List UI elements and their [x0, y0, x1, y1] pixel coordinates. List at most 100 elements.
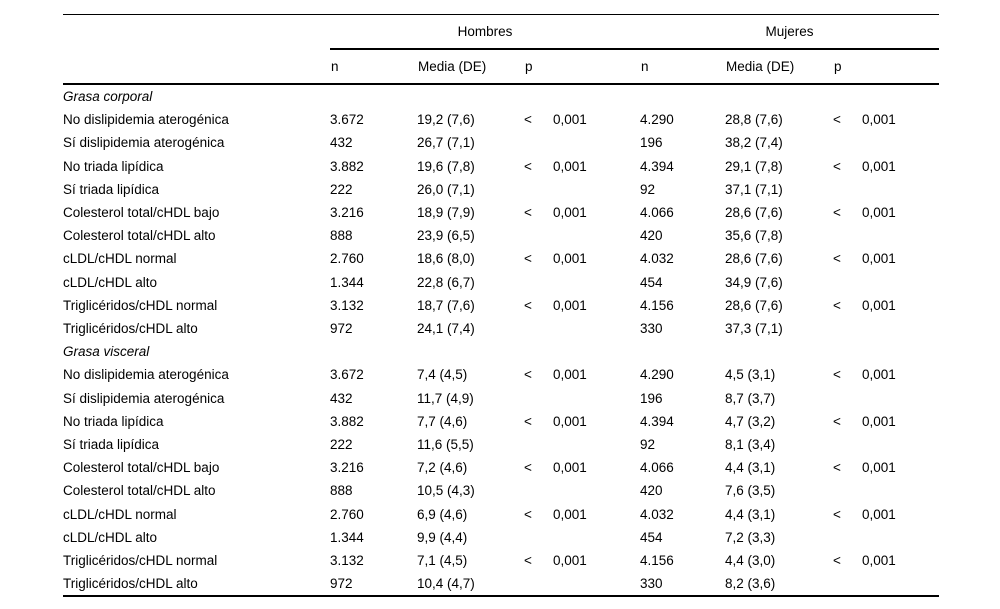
p-value: 0,001	[553, 297, 587, 313]
hombres-n-cell: 3.672	[330, 112, 364, 128]
p-value: 0,001	[553, 251, 587, 267]
hombres-media-cell: 11,6 (5,5)	[417, 437, 474, 453]
p-less-than-sign: <	[524, 297, 532, 313]
table-row: Sí triada lipídica 222 26,0 (7,1) 92 37,1 (7…	[63, 178, 939, 201]
mujeres-media-cell: 37,1 (7,1)	[725, 181, 783, 197]
hombres-p-cell: <0,001	[524, 108, 640, 131]
p-less-than-sign: <	[833, 112, 841, 128]
mujeres-n-cell: 4.066	[640, 205, 674, 221]
p-less-than-sign: <	[524, 460, 532, 476]
table-row: Triglicéridos/cHDL alto 972 10,4 (4,7) 330 8…	[63, 572, 939, 596]
row-label: Triglicéridos/cHDL alto	[63, 321, 198, 337]
row-label: Colesterol total/cHDL bajo	[63, 460, 220, 476]
p-value: 0,001	[862, 553, 896, 569]
mujeres-n-cell: 196	[640, 390, 663, 406]
column-header-p-hombres: p	[524, 49, 641, 85]
hombres-media-cell: 7,4 (4,5)	[417, 367, 468, 383]
mujeres-n-cell: 92	[640, 437, 656, 453]
table-row: No dislipidemia aterogénica 3.672 7,4 (4,5…	[63, 363, 939, 386]
column-header-p-mujeres: p	[833, 49, 940, 85]
row-label: Triglicéridos/cHDL normal	[63, 553, 218, 569]
mujeres-p-cell: <0,001	[833, 294, 939, 317]
hombres-n-cell: 1.344	[330, 274, 364, 290]
p-value: 0,001	[553, 158, 587, 174]
mujeres-p-cell: <0,001	[833, 456, 939, 479]
hombres-p-cell: <0,001	[524, 294, 640, 317]
p-less-than-sign: <	[833, 460, 841, 476]
mujeres-p-cell: <0,001	[833, 363, 939, 386]
column-header-row: n Media (DE) p n Media (DE) p	[63, 49, 940, 85]
hombres-n-cell: 972	[330, 576, 353, 592]
hombres-p-cell: <0,001	[524, 549, 640, 572]
column-header-n-mujeres: n	[640, 49, 726, 85]
group-header-spacer	[63, 15, 330, 50]
table-row: Triglicéridos/cHDL normal 3.132 18,7 (7,6)…	[63, 294, 939, 317]
p-value: 0,001	[553, 112, 587, 128]
mujeres-p-cell: <0,001	[833, 549, 939, 572]
row-label: Sí triada lipídica	[63, 437, 160, 453]
table-body: Grasa corporal No dislipidemia aterogénic…	[63, 84, 939, 596]
column-header-media-hombres: Media (DE)	[417, 49, 524, 85]
row-label: cLDL/cHDL normal	[63, 251, 177, 267]
table-row: cLDL/cHDL normal 2.760 6,9 (4,6) <0,001 4.03…	[63, 503, 939, 526]
mujeres-n-cell: 4.066	[640, 460, 674, 476]
hombres-media-cell: 10,4 (4,7)	[417, 576, 475, 592]
hombres-p-cell: <0,001	[524, 363, 640, 386]
table-row: Colesterol total/cHDL alto 888 23,9 (6,5) 4…	[63, 224, 939, 247]
p-less-than-sign: <	[524, 158, 532, 174]
hombres-media-cell: 19,2 (7,6)	[417, 112, 475, 128]
row-label: Sí triada lipídica	[63, 181, 160, 197]
mujeres-p-cell	[833, 178, 939, 201]
mujeres-media-cell: 28,8 (7,6)	[725, 112, 783, 128]
hombres-p-cell: <0,001	[524, 410, 640, 433]
p-less-than-sign: <	[524, 205, 532, 221]
mujeres-media-cell: 7,6 (3,5)	[725, 483, 776, 499]
mujeres-media-cell: 4,7 (3,2)	[725, 413, 776, 429]
mujeres-p-cell	[833, 131, 939, 154]
p-value: 0,001	[553, 553, 587, 569]
p-value: 0,001	[862, 460, 896, 476]
p-value: 0,001	[553, 506, 587, 522]
hombres-media-cell: 26,7 (7,1)	[417, 135, 475, 151]
mujeres-media-cell: 37,3 (7,1)	[725, 321, 783, 337]
hombres-media-cell: 23,9 (6,5)	[417, 228, 475, 244]
p-less-than-sign: <	[524, 506, 532, 522]
group-header-mujeres: Mujeres	[640, 14, 940, 50]
mujeres-n-cell: 454	[640, 274, 663, 290]
mujeres-p-cell	[833, 387, 939, 410]
row-label: No dislipidemia aterogénica	[63, 367, 229, 383]
hombres-media-cell: 6,9 (4,6)	[417, 506, 468, 522]
row-label: No dislipidemia aterogénica	[63, 112, 229, 128]
table-row: cLDL/cHDL normal 2.760 18,6 (8,0) <0,001 4.0…	[63, 247, 939, 270]
p-less-than-sign: <	[833, 297, 841, 313]
table-row: No triada lipídica 3.882 7,7 (4,6) <0,001 4.…	[63, 410, 939, 433]
row-label: Colesterol total/cHDL alto	[63, 228, 216, 244]
section-row: Grasa visceral	[63, 340, 939, 363]
table-row: Triglicéridos/cHDL alto 972 24,1 (7,4) 330 3…	[63, 317, 939, 340]
hombres-media-cell: 7,2 (4,6)	[417, 460, 468, 476]
row-label: No triada lipídica	[63, 158, 164, 174]
stats-table: Hombres Mujeres n Media (DE) p n Media (…	[63, 14, 940, 598]
mujeres-p-cell: <0,001	[833, 247, 939, 270]
hombres-n-cell: 3.882	[330, 413, 364, 429]
mujeres-n-cell: 4.290	[640, 367, 674, 383]
hombres-n-cell: 3.132	[330, 297, 364, 313]
section-row: Grasa corporal	[63, 84, 939, 108]
table-row: Colesterol total/cHDL alto 888 10,5 (4,3) 4…	[63, 479, 939, 502]
p-value: 0,001	[862, 367, 896, 383]
mujeres-media-cell: 29,1 (7,8)	[725, 158, 783, 174]
mujeres-p-cell	[833, 479, 939, 502]
mujeres-p-cell: <0,001	[833, 155, 939, 178]
mujeres-media-cell: 8,7 (3,7)	[725, 390, 776, 406]
mujeres-n-cell: 330	[640, 321, 663, 337]
table-row: No triada lipídica 3.882 19,6 (7,8) <0,001 4…	[63, 155, 939, 178]
table-row: Sí dislipidemia aterogénica 432 11,7 (4,9)…	[63, 387, 939, 410]
mujeres-n-cell: 4.156	[640, 297, 674, 313]
mujeres-media-cell: 4,4 (3,0)	[725, 553, 776, 569]
hombres-n-cell: 3.216	[330, 460, 364, 476]
group-header-row: Hombres Mujeres	[63, 14, 940, 50]
hombres-p-cell: <0,001	[524, 247, 640, 270]
mujeres-p-cell	[833, 433, 939, 456]
mujeres-p-cell	[833, 271, 939, 294]
hombres-n-cell: 432	[330, 135, 353, 151]
